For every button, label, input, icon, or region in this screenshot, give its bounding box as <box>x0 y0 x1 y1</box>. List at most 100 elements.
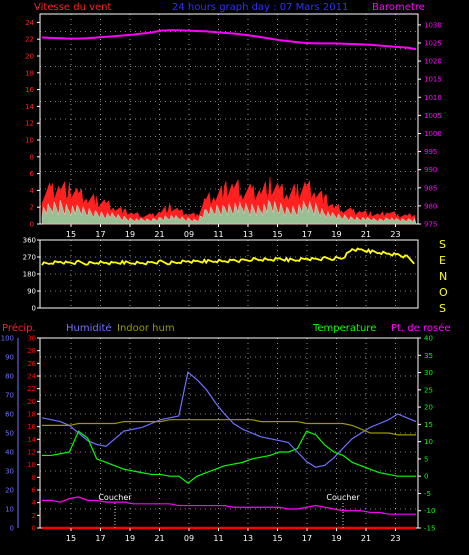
temp-ytick-label: 25 <box>424 386 433 394</box>
humidity-ytick-label: 20 <box>5 487 14 495</box>
humidity-ytick-label: 60 <box>5 411 14 419</box>
temp-ytick-label: 15 <box>424 421 433 429</box>
barometer-ytick-label: 1020 <box>424 58 442 66</box>
temp-panel-xtick-label: 17 <box>302 534 312 543</box>
temp-ytick-label: 35 <box>424 352 433 360</box>
barometer-ytick-label: 1025 <box>424 39 442 47</box>
humidity-ytick-label: 70 <box>5 392 14 400</box>
barometer-ytick-label: 990 <box>424 166 437 174</box>
precip-ytick-label: 16 <box>27 423 36 431</box>
temp-ytick-label: -10 <box>424 507 435 515</box>
precip-ytick-label: 6 <box>32 487 37 495</box>
barometer-line <box>41 29 417 51</box>
barometer-ytick-label: 1010 <box>424 94 442 102</box>
wind-ytick-label: 24 <box>25 19 34 27</box>
temp-ytick-label: 5 <box>424 455 428 463</box>
wind-gust-area <box>41 199 417 225</box>
series-line-3 <box>42 496 416 515</box>
barometer-ytick-label: 1005 <box>424 112 442 120</box>
temp-ytick-label: 10 <box>424 438 433 446</box>
barometer-ytick-label: 995 <box>424 148 437 156</box>
precip-ytick-label: 8 <box>32 474 36 482</box>
temp-ytick-label: -5 <box>424 490 431 498</box>
wind-panel-xtick-label: 09 <box>184 230 194 239</box>
barometer-ytick-label: 985 <box>424 184 437 192</box>
wind-ytick-label: 2 <box>30 204 34 212</box>
wind-panel-xtick-label: 15 <box>272 230 282 239</box>
precip-ytick-label: 12 <box>27 449 36 457</box>
wind-panel-xtick-label: 21 <box>361 230 371 239</box>
wind-panel-xtick-label: 19 <box>331 230 341 239</box>
precip-ytick-label: 0 <box>32 525 36 533</box>
barometer-ytick-label: 1015 <box>424 76 442 84</box>
wind-panel-xtick-label: 15 <box>66 230 76 239</box>
barometer-axis-label: Barometre <box>372 2 425 13</box>
direction-ytick-label: 270 <box>23 254 36 262</box>
wind-ytick-label: 14 <box>25 103 34 111</box>
wind-ytick-label: 18 <box>25 69 34 77</box>
sunset-label-1: Coucher <box>326 493 360 502</box>
compass-letter-4: S <box>439 302 446 315</box>
barometer-ytick-label: 980 <box>424 202 437 210</box>
humidity-ytick-label: 100 <box>1 335 14 343</box>
precip-ytick-label: 22 <box>27 385 36 393</box>
temp-panel-xtick-label: 19 <box>331 534 341 543</box>
compass-letter-2: N <box>439 270 447 283</box>
wind-panel-xtick-label: 21 <box>154 230 164 239</box>
wind-ytick-label: 20 <box>25 53 34 61</box>
compass-letter-0: S <box>439 238 446 251</box>
temp-ytick-label: 30 <box>424 369 433 377</box>
temp-panel-xtick-label: 13 <box>243 534 253 543</box>
temp-panel-xtick-label: 09 <box>184 534 194 543</box>
temp-panel-xtick-label: 11 <box>213 534 223 543</box>
temp-panel-xtick-label: 17 <box>95 534 105 543</box>
temp-ytick-label: 20 <box>424 404 433 412</box>
precip-ytick-label: 4 <box>32 499 37 507</box>
precip-ytick-label: 26 <box>27 360 36 368</box>
temp-panel-xtick-label: 23 <box>390 534 400 543</box>
temp-panel-xtick-label: 21 <box>361 534 371 543</box>
wind-ytick-label: 22 <box>25 36 34 44</box>
wind-panel-xtick-label: 13 <box>243 230 253 239</box>
wind-panel-xtick-label: 17 <box>95 230 105 239</box>
wind-ytick-label: 8 <box>30 153 34 161</box>
wind-ytick-label: 10 <box>25 137 34 145</box>
sunset-label-0: Coucher <box>98 493 132 502</box>
wind-panel-xtick-label: 19 <box>125 230 135 239</box>
humidity-ytick-label: 40 <box>5 449 14 457</box>
temp-ytick-label: 40 <box>424 335 433 343</box>
precip-label: Précip. <box>2 322 36 334</box>
precip-ytick-label: 2 <box>32 512 36 520</box>
precip-ytick-label: 30 <box>27 335 36 343</box>
compass-letter-3: O <box>439 286 448 299</box>
wind-axis-label: Vitesse du vent <box>34 2 111 13</box>
barometer-ytick-label: 1000 <box>424 130 442 138</box>
chart-title: 24 hours graph day : 07 Mars 2011 <box>172 2 348 13</box>
barometer-ytick-label: 975 <box>424 221 437 229</box>
temp-panel-xtick-label: 21 <box>154 534 164 543</box>
direction-ytick-label: 360 <box>23 237 36 245</box>
temp-panel-xtick-label: 19 <box>125 534 135 543</box>
series-line-0 <box>41 371 417 468</box>
humidity-ytick-label: 80 <box>5 373 14 381</box>
precip-ytick-label: 28 <box>27 347 36 355</box>
wind-direction-line <box>41 247 415 266</box>
humidity-ytick-label: 30 <box>5 468 14 476</box>
temp-ytick-label: 0 <box>424 473 428 481</box>
wind-panel-xtick-label: 11 <box>213 230 223 239</box>
precip-ytick-label: 10 <box>27 461 36 469</box>
direction-ytick-label: 180 <box>23 271 36 279</box>
wind-ytick-label: 16 <box>25 86 34 94</box>
temp-panel-xtick-label: 15 <box>272 534 282 543</box>
humidity-label: Humidité <box>66 322 112 334</box>
indoor-hum-label: Indoor hum <box>117 323 175 334</box>
humidity-ytick-label: 50 <box>5 430 14 438</box>
barometer-ytick-label: 1030 <box>424 21 442 29</box>
wind-ytick-label: 4 <box>30 187 35 195</box>
series-line-1 <box>42 419 416 436</box>
wind-ytick-label: 0 <box>30 221 34 229</box>
dewpoint-label: Pt. de rosée <box>391 322 451 334</box>
humidity-ytick-label: 10 <box>5 506 14 514</box>
direction-ytick-label: 90 <box>27 288 36 296</box>
